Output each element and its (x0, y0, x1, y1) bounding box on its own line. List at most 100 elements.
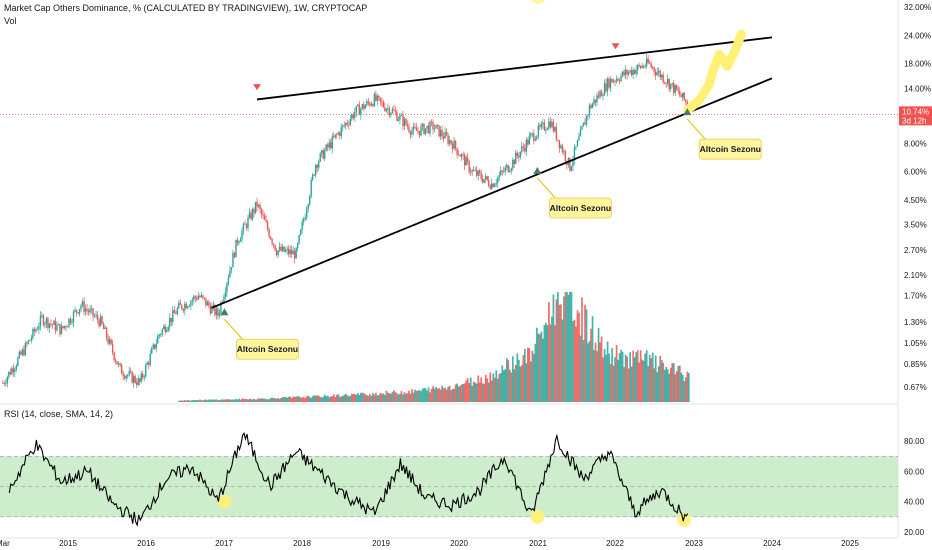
trendline-lower (211, 77, 773, 309)
candle-body (620, 75, 622, 82)
volume-bar (594, 342, 597, 402)
volume-bar (570, 292, 573, 402)
candle-body (220, 302, 222, 313)
candle-body (463, 154, 466, 166)
candle-body (161, 329, 163, 335)
candle-body (336, 134, 338, 136)
candle-body (302, 219, 305, 223)
volume-bar (190, 400, 192, 402)
candle-body (555, 127, 558, 140)
volume-bar (331, 396, 334, 402)
volume-bar (259, 398, 261, 402)
volume-bar (534, 343, 537, 402)
candle-body (445, 131, 448, 136)
candle-body (426, 125, 428, 129)
candle-body (125, 375, 127, 379)
volume-bar (411, 389, 413, 402)
candle-body (475, 170, 478, 176)
candle-body (20, 351, 22, 355)
volume-bar (533, 353, 535, 402)
volume-bar (558, 304, 561, 402)
volume-bar (357, 393, 359, 402)
candle-body (626, 69, 628, 75)
volume-bar (227, 399, 230, 402)
volume-bar (307, 395, 310, 402)
candle-body (662, 74, 664, 83)
volume-bar (432, 386, 434, 402)
projection-path (682, 29, 746, 115)
candle-body (318, 161, 320, 168)
candle-body (290, 249, 293, 255)
volume-bar (206, 399, 209, 402)
candle-body (587, 114, 589, 116)
candle-body (250, 212, 252, 220)
volume-bar (412, 392, 415, 402)
candle-body (402, 115, 404, 126)
candle-body (160, 334, 162, 336)
volume-bar (520, 365, 523, 402)
candle-body (491, 183, 493, 189)
candle-body (545, 129, 547, 131)
candle-body (409, 131, 412, 135)
volume-bar (507, 360, 510, 402)
candle-body (80, 305, 82, 309)
annotation-pointer (686, 118, 706, 140)
candle-body (387, 107, 389, 109)
trendline-layer (211, 36, 773, 309)
volume-bar (588, 341, 591, 402)
candle-body (241, 230, 243, 240)
grid-layer (0, 0, 899, 539)
volume-bar (272, 398, 275, 402)
candle-body (203, 297, 206, 299)
candle-body (224, 291, 227, 297)
volume-bar (239, 399, 242, 402)
volume-bar (396, 393, 398, 402)
volume-bar (269, 398, 272, 402)
annotation-layer: Altcoin Sezonu Altcoin Sezonu Altcoin Sezo… (220, 108, 762, 360)
candle-body (543, 122, 546, 131)
volume-bar (352, 394, 355, 402)
candle-body (242, 223, 245, 231)
candle-body (433, 128, 436, 130)
volume-bar (671, 363, 674, 402)
candle-body (233, 252, 236, 258)
candle-body (674, 85, 676, 93)
volume-bar (647, 366, 650, 402)
volume-bar (292, 396, 295, 402)
candle-body (608, 78, 610, 88)
time-tick-label: 2017 (215, 539, 233, 548)
volume-bar (414, 389, 416, 402)
volume-bar (349, 395, 352, 402)
candle-body (530, 133, 532, 137)
candle-body (343, 125, 345, 127)
volume-bar (277, 398, 279, 402)
candle-body (632, 69, 634, 76)
volume-bar (459, 385, 462, 402)
price-tick-label: 1.05% (904, 339, 927, 348)
candle-body (235, 239, 237, 258)
volume-bar (668, 373, 671, 402)
price-tag-countdown: 3d 12h (902, 116, 926, 125)
volume-bar (224, 399, 227, 402)
candle-body (513, 159, 515, 165)
candle-body (618, 80, 621, 82)
candle-body (32, 328, 34, 338)
volume-bar (489, 372, 492, 402)
candle-body (15, 365, 18, 369)
candle-body (657, 70, 660, 73)
candle-body (606, 78, 609, 92)
candle-body (185, 303, 188, 309)
candle-body (384, 107, 386, 112)
candle-body (685, 99, 687, 102)
volume-bar (262, 398, 264, 402)
volume-bar (460, 384, 463, 402)
projection-layer (531, 0, 746, 115)
candle-body (48, 323, 51, 328)
candle-body (483, 179, 485, 183)
candle-body (172, 310, 174, 322)
volume-bar (575, 326, 577, 402)
volume-bar (498, 374, 501, 402)
volume-bar (229, 399, 231, 402)
rsi-tick-label: 20.00 (904, 528, 925, 537)
